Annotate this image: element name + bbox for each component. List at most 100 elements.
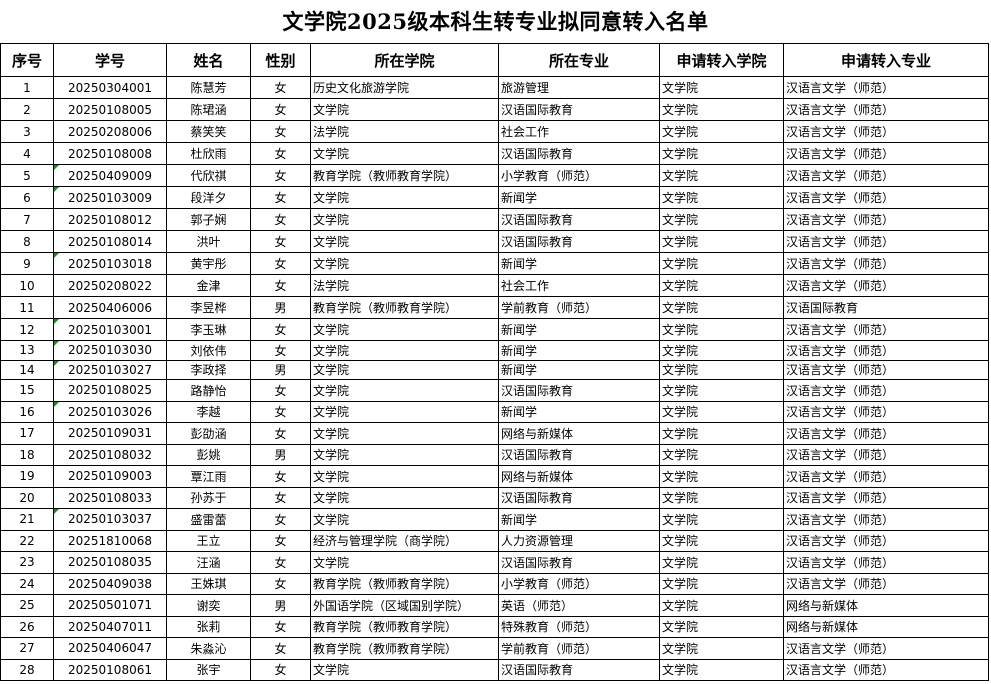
cell-target-college[interactable]: 文学院 — [659, 594, 784, 617]
cell-gender[interactable]: 女 — [250, 529, 311, 552]
cell-no[interactable]: 19 — [0, 465, 54, 488]
cell-college[interactable]: 文学院 — [310, 465, 499, 488]
cell-gender[interactable]: 女 — [250, 208, 311, 231]
cell-name[interactable]: 覃江雨 — [166, 465, 251, 488]
cell-name[interactable]: 陈珺涵 — [166, 98, 251, 121]
cell-name[interactable]: 洪叶 — [166, 230, 251, 253]
cell-student-id[interactable]: 20250108061 — [53, 658, 167, 681]
cell-college[interactable]: 历史文化旅游学院 — [310, 76, 499, 99]
cell-no[interactable]: 22 — [0, 529, 54, 552]
cell-student-id[interactable]: 20250103030 — [53, 340, 167, 361]
cell-college[interactable]: 文学院 — [310, 318, 499, 341]
cell-target-college[interactable]: 文学院 — [659, 230, 784, 253]
cell-target-major[interactable]: 汉语言文学（师范） — [783, 252, 989, 275]
cell-gender[interactable]: 男 — [250, 359, 311, 380]
cell-name[interactable]: 谢奕 — [166, 594, 251, 617]
cell-target-college[interactable]: 文学院 — [659, 379, 784, 402]
cell-student-id[interactable]: 20250103001 — [53, 318, 167, 341]
cell-target-college[interactable]: 文学院 — [659, 443, 784, 466]
cell-major[interactable]: 网络与新媒体 — [498, 465, 660, 488]
cell-major[interactable]: 英语（师范） — [498, 594, 660, 617]
cell-student-id[interactable]: 20250103009 — [53, 186, 167, 209]
cell-gender[interactable]: 女 — [250, 637, 311, 660]
cell-student-id[interactable]: 20250409009 — [53, 164, 167, 187]
cell-target-college[interactable]: 文学院 — [659, 551, 784, 574]
cell-college[interactable]: 文学院 — [310, 142, 499, 165]
cell-name[interactable]: 彭劭涵 — [166, 422, 251, 445]
cell-target-college[interactable]: 文学院 — [659, 120, 784, 143]
cell-major[interactable]: 新闻学 — [498, 359, 660, 380]
cell-major[interactable]: 旅游管理 — [498, 76, 660, 99]
cell-student-id[interactable]: 20250108012 — [53, 208, 167, 231]
cell-gender[interactable]: 男 — [250, 594, 311, 617]
cell-target-major[interactable]: 网络与新媒体 — [783, 615, 989, 638]
cell-name[interactable]: 彭姚 — [166, 443, 251, 466]
cell-gender[interactable]: 女 — [250, 186, 311, 209]
cell-name[interactable]: 李昱桦 — [166, 296, 251, 319]
cell-major[interactable]: 汉语国际教育 — [498, 379, 660, 402]
cell-college[interactable]: 教育学院（教师教育学院） — [310, 164, 499, 187]
cell-target-college[interactable]: 文学院 — [659, 274, 784, 297]
cell-target-college[interactable]: 文学院 — [659, 465, 784, 488]
cell-target-major[interactable]: 汉语言文学（师范） — [783, 230, 989, 253]
cell-college[interactable]: 教育学院（教师教育学院） — [310, 637, 499, 660]
cell-no[interactable]: 27 — [0, 637, 54, 660]
cell-target-major[interactable]: 汉语言文学（师范） — [783, 465, 989, 488]
cell-major[interactable]: 特殊教育（师范） — [498, 615, 660, 638]
cell-name[interactable]: 路静怡 — [166, 379, 251, 402]
cell-target-major[interactable]: 汉语言文学（师范） — [783, 76, 989, 99]
cell-target-major[interactable]: 汉语言文学（师范） — [783, 274, 989, 297]
cell-college[interactable]: 文学院 — [310, 252, 499, 275]
cell-gender[interactable]: 女 — [250, 465, 311, 488]
cell-no[interactable]: 25 — [0, 594, 54, 617]
cell-target-major[interactable]: 汉语言文学（师范） — [783, 443, 989, 466]
cell-name[interactable]: 黄宇彤 — [166, 252, 251, 275]
cell-college[interactable]: 文学院 — [310, 508, 499, 531]
cell-no[interactable]: 9 — [0, 252, 54, 275]
cell-name[interactable]: 张莉 — [166, 615, 251, 638]
cell-target-major[interactable]: 汉语言文学（师范） — [783, 164, 989, 187]
cell-college[interactable]: 文学院 — [310, 379, 499, 402]
cell-target-college[interactable]: 文学院 — [659, 572, 784, 595]
cell-no[interactable]: 4 — [0, 142, 54, 165]
cell-target-college[interactable]: 文学院 — [659, 76, 784, 99]
cell-no[interactable]: 24 — [0, 572, 54, 595]
cell-college[interactable]: 文学院 — [310, 359, 499, 380]
cell-college[interactable]: 文学院 — [310, 422, 499, 445]
cell-target-college[interactable]: 文学院 — [659, 296, 784, 319]
cell-gender[interactable]: 女 — [250, 120, 311, 143]
cell-major[interactable]: 汉语国际教育 — [498, 486, 660, 509]
cell-target-college[interactable]: 文学院 — [659, 637, 784, 660]
cell-no[interactable]: 15 — [0, 379, 54, 402]
cell-gender[interactable]: 女 — [250, 658, 311, 681]
cell-no[interactable]: 12 — [0, 318, 54, 341]
cell-major[interactable]: 汉语国际教育 — [498, 230, 660, 253]
cell-target-college[interactable]: 文学院 — [659, 400, 784, 423]
cell-target-major[interactable]: 汉语言文学（师范） — [783, 422, 989, 445]
cell-college[interactable]: 文学院 — [310, 186, 499, 209]
cell-gender[interactable]: 女 — [250, 422, 311, 445]
cell-gender[interactable]: 女 — [250, 318, 311, 341]
cell-target-major[interactable]: 汉语国际教育 — [783, 296, 989, 319]
cell-target-major[interactable]: 汉语言文学（师范） — [783, 142, 989, 165]
cell-student-id[interactable]: 20250409038 — [53, 572, 167, 595]
cell-no[interactable]: 26 — [0, 615, 54, 638]
cell-no[interactable]: 21 — [0, 508, 54, 531]
cell-name[interactable]: 李玉琳 — [166, 318, 251, 341]
cell-gender[interactable]: 男 — [250, 296, 311, 319]
cell-student-id[interactable]: 20250501071 — [53, 594, 167, 617]
cell-target-college[interactable]: 文学院 — [659, 615, 784, 638]
cell-gender[interactable]: 女 — [250, 274, 311, 297]
cell-target-major[interactable]: 汉语言文学（师范） — [783, 379, 989, 402]
cell-target-college[interactable]: 文学院 — [659, 142, 784, 165]
cell-gender[interactable]: 女 — [250, 340, 311, 361]
cell-target-college[interactable]: 文学院 — [659, 422, 784, 445]
cell-student-id[interactable]: 20250109003 — [53, 465, 167, 488]
cell-gender[interactable]: 女 — [250, 615, 311, 638]
cell-no[interactable]: 23 — [0, 551, 54, 574]
cell-name[interactable]: 郭子娴 — [166, 208, 251, 231]
cell-college[interactable]: 文学院 — [310, 400, 499, 423]
cell-major[interactable]: 新闻学 — [498, 340, 660, 361]
cell-major[interactable]: 社会工作 — [498, 120, 660, 143]
cell-college[interactable]: 文学院 — [310, 340, 499, 361]
